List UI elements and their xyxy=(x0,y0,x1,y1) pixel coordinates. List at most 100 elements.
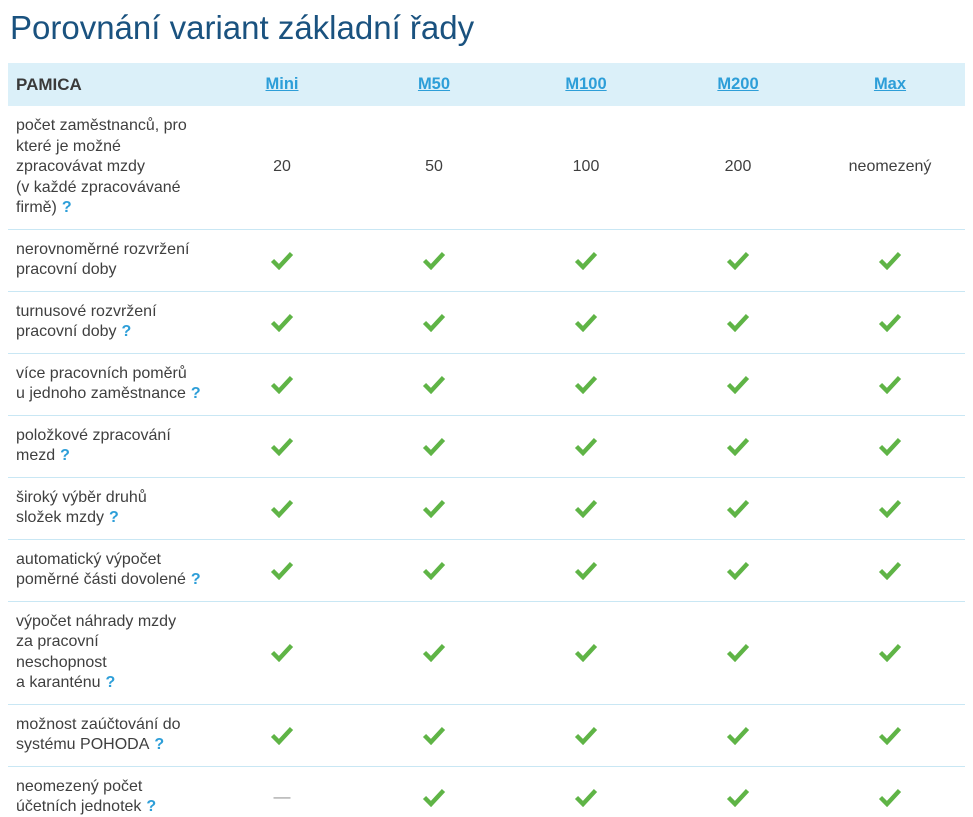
feature-label-cell: více pracovních poměrů u jednoho zaměstn… xyxy=(8,364,206,405)
feature-label: široký výběr druhů složek mzdy xyxy=(16,488,147,527)
check-icon xyxy=(726,375,750,394)
variant-link-m50[interactable]: M50 xyxy=(417,75,451,93)
value-cell xyxy=(358,437,510,456)
column-header-mini: Mini xyxy=(206,75,358,94)
check-icon xyxy=(422,499,446,518)
check-icon xyxy=(270,375,294,394)
table-row: nerovnoměrné rozvržení pracovní doby xyxy=(8,230,965,292)
value-cell xyxy=(510,251,662,270)
column-header-m100: M100 xyxy=(510,75,662,94)
check-icon xyxy=(270,313,294,332)
table-row: výpočet náhrady mzdy za pracovní neschop… xyxy=(8,602,965,705)
column-header-m50: M50 xyxy=(358,75,510,94)
check-icon xyxy=(878,251,902,270)
table-row: široký výběr druhů složek mzdy? xyxy=(8,478,965,540)
value-cell xyxy=(814,313,966,332)
check-icon xyxy=(726,437,750,456)
table-body: počet zaměstnanců, pro které je možné zp… xyxy=(8,106,965,817)
feature-label: automatický výpočet poměrné části dovole… xyxy=(16,550,186,589)
feature-label: neomezený počet účetních jednotek xyxy=(16,777,143,816)
value-cell xyxy=(814,437,966,456)
comparison-table: PAMICA Mini M50 M100 M200 Max počet zamě… xyxy=(8,63,965,817)
check-icon xyxy=(422,644,446,662)
value-cell: 50 xyxy=(358,158,510,176)
feature-label: nerovnoměrné rozvržení pracovní doby xyxy=(16,240,190,279)
value-cell xyxy=(510,726,662,745)
value-cell xyxy=(206,251,358,270)
variant-link-m200[interactable]: M200 xyxy=(717,75,759,93)
feature-label-cell: turnusové rozvržení pracovní doby? xyxy=(8,302,206,343)
help-icon[interactable]: ? xyxy=(190,385,201,402)
check-icon xyxy=(422,788,446,807)
check-icon xyxy=(726,313,750,332)
check-icon xyxy=(574,644,598,662)
table-row: možnost zaúčtování do systému POHODA? xyxy=(8,705,965,767)
feature-label-cell: položkové zpracování mezd? xyxy=(8,426,206,467)
help-icon[interactable]: ? xyxy=(61,199,72,216)
check-icon xyxy=(878,561,902,580)
feature-label: počet zaměstnanců, pro které je možné zp… xyxy=(16,117,187,216)
check-icon xyxy=(878,313,902,332)
value-cell xyxy=(814,375,966,394)
help-icon[interactable]: ? xyxy=(121,323,132,340)
variant-link-max[interactable]: Max xyxy=(873,75,907,93)
check-icon xyxy=(878,437,902,456)
check-icon xyxy=(726,561,750,580)
variant-link-mini[interactable]: Mini xyxy=(265,75,299,93)
check-icon xyxy=(270,561,294,580)
value-cell xyxy=(814,788,966,807)
check-icon xyxy=(726,499,750,518)
value-cell xyxy=(662,499,814,518)
value-cell xyxy=(814,499,966,518)
help-icon[interactable]: ? xyxy=(60,447,70,464)
value-cell xyxy=(662,313,814,332)
value-cell xyxy=(662,561,814,580)
feature-label: turnusové rozvržení pracovní doby xyxy=(16,302,157,341)
check-icon xyxy=(726,726,750,745)
help-icon[interactable]: ? xyxy=(154,736,165,753)
help-icon[interactable]: ? xyxy=(146,798,157,815)
check-icon xyxy=(574,375,598,394)
check-icon xyxy=(574,437,598,456)
value-cell xyxy=(510,643,662,662)
help-icon[interactable]: ? xyxy=(109,509,119,526)
variant-link-m100[interactable]: M100 xyxy=(565,75,607,93)
value-cell xyxy=(510,313,662,332)
value-cell xyxy=(662,437,814,456)
value-cell xyxy=(206,375,358,394)
table-row: počet zaměstnanců, pro které je možné zp… xyxy=(8,106,965,230)
value-cell xyxy=(662,726,814,745)
help-icon[interactable]: ? xyxy=(190,571,201,588)
value-text: 20 xyxy=(273,158,291,176)
feature-label: možnost zaúčtování do systému POHODA xyxy=(16,715,181,754)
value-cell xyxy=(206,499,358,518)
value-cell: neomezený xyxy=(814,158,966,176)
feature-label-cell: výpočet náhrady mzdy za pracovní neschop… xyxy=(8,612,206,694)
value-cell xyxy=(206,561,358,580)
value-cell xyxy=(206,726,358,745)
check-icon xyxy=(574,561,598,580)
value-cell xyxy=(358,499,510,518)
check-icon xyxy=(270,251,294,270)
check-icon xyxy=(574,251,598,270)
check-icon xyxy=(574,313,598,332)
value-cell xyxy=(358,643,510,662)
table-header-row: PAMICA Mini M50 M100 M200 Max xyxy=(8,63,965,106)
value-cell: 100 xyxy=(510,158,662,176)
value-cell xyxy=(814,561,966,580)
column-header-max: Max xyxy=(814,75,966,94)
column-header-m200: M200 xyxy=(662,75,814,94)
check-icon xyxy=(726,644,750,662)
check-icon xyxy=(878,375,902,394)
table-row: turnusové rozvržení pracovní doby? xyxy=(8,292,965,354)
value-cell xyxy=(510,375,662,394)
check-icon xyxy=(726,251,750,270)
check-icon xyxy=(422,251,446,270)
feature-label: výpočet náhrady mzdy za pracovní neschop… xyxy=(16,612,177,692)
help-icon[interactable]: ? xyxy=(105,674,116,691)
check-icon xyxy=(270,499,294,518)
value-cell xyxy=(662,643,814,662)
table-row: automatický výpočet poměrné části dovole… xyxy=(8,540,965,602)
value-cell xyxy=(206,643,358,662)
